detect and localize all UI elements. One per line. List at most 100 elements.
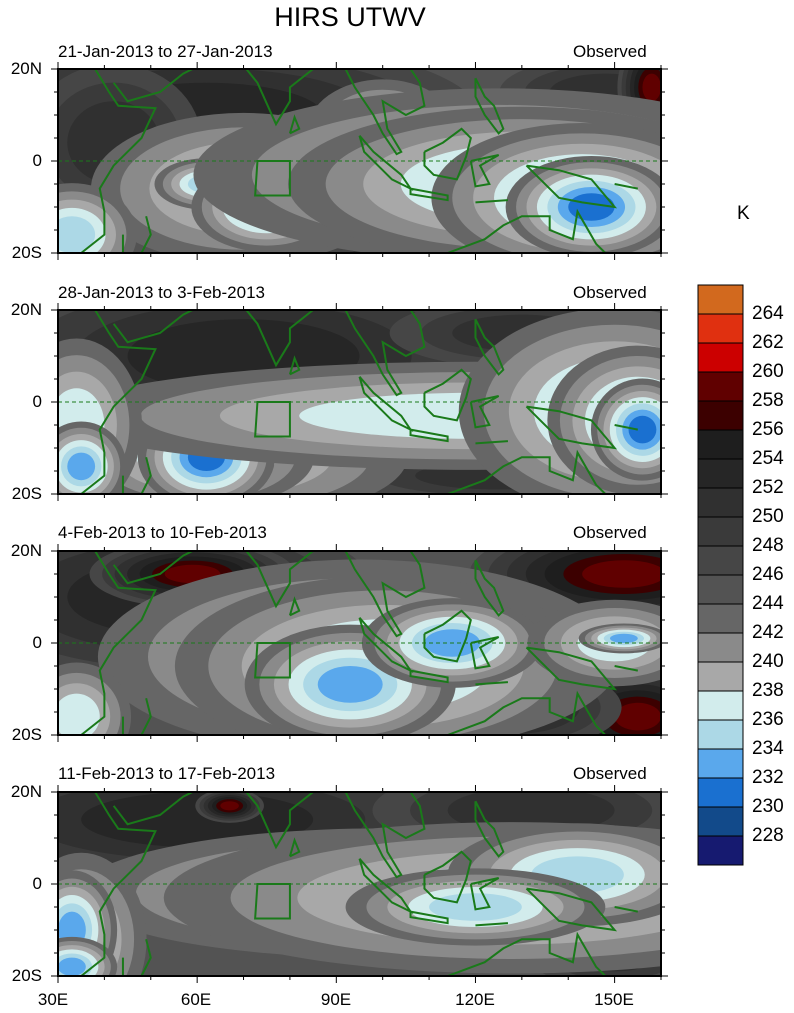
colorbar-swatch — [697, 603, 744, 634]
x-tick-label: 30E — [37, 990, 69, 1009]
y-tick-label: 0 — [32, 392, 42, 411]
coastline — [344, 792, 426, 879]
coastline — [614, 906, 639, 913]
colorbar-swatch — [697, 458, 744, 489]
colorbar-swatch — [697, 429, 744, 460]
coastline — [140, 215, 152, 253]
map-panel-4 — [51, 785, 668, 983]
region-box — [254, 401, 291, 438]
coastline — [344, 310, 426, 397]
y-tick-label: 20S — [11, 725, 42, 744]
panel-4-label: Observed — [573, 764, 647, 783]
colorbar-swatch — [697, 777, 744, 808]
coastline — [80, 792, 157, 976]
colorbar-label: 258 — [752, 390, 784, 411]
coastline — [112, 310, 193, 344]
contour-region — [628, 415, 657, 444]
coastline — [112, 69, 193, 103]
colorbar-label: 254 — [752, 448, 784, 469]
coastline — [80, 551, 157, 735]
coastline — [474, 318, 505, 376]
panel-2-date-range: 28-Jan-2013 to 3-Feb-2013 — [58, 283, 265, 302]
region-box — [254, 883, 291, 920]
chart-title: HIRS UTWV — [274, 2, 426, 32]
coastline — [423, 850, 472, 904]
colorbar-label: 228 — [752, 825, 784, 846]
map-panel-1 — [51, 62, 668, 260]
coastline — [447, 449, 607, 494]
colorbar-label: 252 — [752, 477, 784, 498]
coastline — [344, 69, 426, 156]
panel-3-label: Observed — [573, 523, 647, 542]
colorbar-swatch — [697, 342, 744, 373]
panel-1-label: Observed — [573, 42, 647, 61]
y-tick-label: 20N — [10, 300, 42, 319]
colorbar-label: 256 — [752, 419, 784, 440]
coastline — [140, 456, 152, 494]
coastline — [474, 800, 505, 858]
y-tick-label: 0 — [32, 874, 42, 893]
contour-region — [58, 216, 96, 253]
y-tick-label: 20N — [10, 782, 42, 801]
contour-region — [614, 702, 661, 731]
coastline — [447, 690, 607, 735]
colorbar-label: 264 — [752, 303, 784, 324]
coastline — [525, 887, 618, 932]
coastline — [140, 697, 152, 735]
colorbar-swatch — [697, 516, 744, 547]
contour-region — [582, 560, 661, 588]
colorbar-label: 238 — [752, 680, 784, 701]
coastline — [409, 669, 449, 684]
coastline — [475, 440, 509, 445]
colorbar-swatch — [697, 284, 744, 315]
coastline — [475, 199, 509, 204]
contour-region — [642, 73, 661, 102]
colorbar-label: 250 — [752, 506, 784, 527]
coastline — [525, 405, 618, 450]
panel-2-label: Observed — [573, 283, 647, 302]
y-tick-label: 0 — [32, 151, 42, 170]
colorbar-swatch — [697, 487, 744, 518]
colorbar-swatch — [697, 574, 744, 605]
coastline — [344, 551, 426, 638]
coastline — [112, 551, 193, 585]
coastline — [245, 792, 314, 850]
colorbar-swatch — [697, 748, 744, 779]
contour-region — [220, 801, 239, 811]
panel-4-date-range: 11-Feb-2013 to 17-Feb-2013 — [58, 764, 276, 783]
colorbar-swatch — [697, 632, 744, 663]
x-tick-label: 150E — [594, 990, 634, 1009]
x-tick-label: 60E — [180, 990, 212, 1009]
x-tick-label: 90E — [320, 990, 352, 1009]
colorbar-units: K — [737, 203, 750, 224]
colorbar-label: 246 — [752, 564, 784, 585]
map-panel-2 — [51, 303, 668, 501]
coastline — [80, 69, 157, 253]
coastline — [525, 646, 618, 691]
coastline — [614, 183, 639, 190]
colorbar-swatch — [697, 545, 744, 576]
coastline — [423, 368, 472, 422]
contour-region — [67, 452, 96, 481]
y-tick-label: 20S — [11, 966, 42, 985]
y-tick-label: 20N — [10, 541, 42, 560]
coastline — [474, 77, 505, 135]
colorbar-swatch — [697, 371, 744, 402]
coastline — [288, 355, 301, 376]
coastline — [423, 127, 472, 181]
colorbar-swatch — [697, 806, 744, 837]
coastline — [525, 164, 618, 209]
coastline — [447, 208, 607, 253]
contour-region — [317, 666, 383, 703]
coastline — [475, 922, 509, 927]
colorbar-label: 262 — [752, 332, 784, 353]
coastline — [409, 428, 449, 443]
coastline — [469, 877, 500, 911]
coastline — [474, 559, 505, 617]
coastline — [469, 636, 500, 670]
coastline — [288, 596, 301, 617]
coastline — [614, 424, 639, 431]
region-box — [254, 642, 291, 679]
map-panel-3 — [51, 544, 668, 742]
y-tick-label: 20S — [11, 243, 42, 262]
